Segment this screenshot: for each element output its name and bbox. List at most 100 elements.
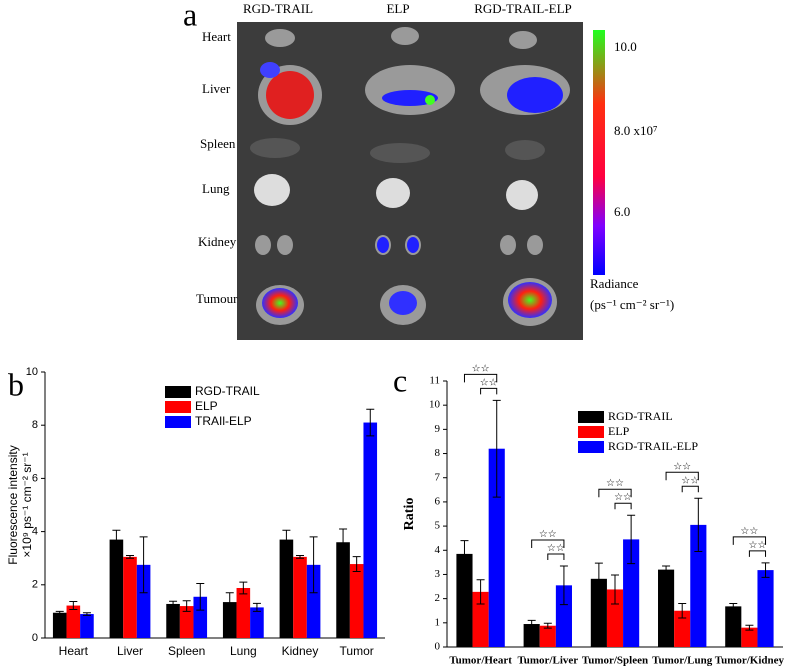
- bar: [109, 539, 124, 638]
- x-tick-label: Tumor/Spleen: [582, 655, 648, 667]
- bar: [306, 564, 321, 638]
- legend-swatch: [578, 411, 604, 423]
- bar: [456, 553, 473, 647]
- bar: [66, 605, 81, 638]
- legend-label: RGD-TRAIL-ELP: [608, 439, 698, 453]
- significance-label: ☆☆: [740, 526, 758, 537]
- row-label: Kidney: [198, 234, 237, 249]
- legend-swatch: [578, 426, 604, 438]
- error-bar: [492, 399, 501, 498]
- column-label: ELP: [386, 1, 409, 16]
- error-bar: [678, 602, 687, 619]
- error-bar: [352, 556, 361, 572]
- error-bar: [527, 619, 536, 629]
- significance-bracket: [531, 539, 565, 548]
- bar: [523, 624, 540, 647]
- x-tick-label: Tumor/Liver: [517, 655, 578, 667]
- bar: [363, 422, 378, 638]
- legend-label: ELP: [195, 399, 218, 413]
- bar: [674, 610, 691, 647]
- legend-swatch: [578, 441, 604, 453]
- colorbar-tick: 6.0: [614, 204, 630, 219]
- error-bar: [196, 582, 205, 611]
- error-bar: [182, 600, 191, 612]
- signal: [260, 62, 563, 318]
- bar: [236, 587, 251, 638]
- y-tick-label: 0: [32, 632, 38, 644]
- error-bar: [282, 529, 291, 550]
- significance-bracket: [732, 536, 767, 545]
- panel-letter: a: [183, 0, 197, 32]
- row-label: Lung: [202, 181, 230, 196]
- bar: [741, 627, 758, 647]
- x-tick-label: Kidney: [282, 644, 319, 658]
- error-bar: [139, 536, 148, 594]
- bar: [725, 606, 742, 647]
- panel-a: a RGD-TRAIL ELP RGD-TRAIL-ELP Heart Live…: [183, 0, 674, 340]
- y-tick-label: 6: [32, 472, 38, 484]
- bar: [488, 448, 505, 647]
- error-bar: [761, 562, 770, 578]
- significance-label: ☆☆: [681, 475, 699, 486]
- bar: [349, 564, 364, 638]
- x-tick-label: Tumor/Kidney: [715, 655, 785, 667]
- y-tick-label: 8: [435, 447, 441, 459]
- significance-label: ☆☆: [480, 377, 498, 388]
- y-tick-label: 10: [429, 399, 441, 411]
- significance-label: ☆☆: [614, 492, 632, 503]
- error-bar: [460, 540, 469, 568]
- error-bar: [126, 555, 134, 559]
- significance-label: ☆☆: [673, 461, 691, 472]
- legend-label: ELP: [608, 424, 630, 438]
- chart: b Fluorescence intensity ×10⁹ ps⁻¹ cm⁻² sr…: [6, 366, 385, 658]
- colorbar: [593, 30, 605, 275]
- legend-label: RGD-TRAIL: [195, 384, 260, 398]
- significance-bracket: [681, 485, 699, 493]
- chart: c Ratio 0 1 2 3 4 5 6 7 8 9 10 11 Tumor/Heart ☆☆ ☆☆ Tumor…: [393, 362, 785, 666]
- error-bar: [662, 565, 671, 574]
- x-tick-label: Liver: [117, 644, 143, 658]
- y-tick-label: 4: [32, 526, 38, 538]
- legend-swatch: [165, 416, 191, 428]
- bar: [623, 539, 640, 647]
- bar: [166, 603, 180, 638]
- significance-label: ☆☆: [539, 529, 557, 540]
- bar: [555, 585, 572, 647]
- bar: [179, 606, 194, 638]
- row-label: Liver: [202, 81, 231, 96]
- y-axis-label: Ratio: [402, 498, 417, 531]
- significance-bracket: [598, 488, 632, 498]
- x-tick-label: Spleen: [168, 644, 205, 658]
- error-bar: [225, 592, 234, 612]
- significance-bracket: [665, 471, 699, 481]
- column-label: RGD-TRAIL: [243, 1, 313, 16]
- y-tick-label: 7: [435, 471, 441, 483]
- colorbar-title: Radiance: [590, 276, 639, 291]
- error-bar: [366, 408, 375, 437]
- error-bar: [252, 602, 261, 612]
- significance-bracket: [614, 502, 632, 510]
- error-bar: [476, 579, 485, 605]
- colorbar-tick: 10.0: [614, 39, 637, 54]
- error-bar: [729, 602, 738, 610]
- legend-label: TRAIl-ELP: [195, 414, 252, 428]
- bar: [336, 542, 350, 638]
- y-tick-label: 2: [435, 592, 441, 604]
- significance-label: ☆☆: [472, 363, 490, 374]
- y-tick-label: 2: [32, 579, 38, 591]
- bar: [80, 614, 94, 638]
- row-label: Heart: [202, 29, 231, 44]
- colorbar-units: (ps⁻¹ cm⁻² sr⁻¹): [590, 297, 674, 312]
- row-label: Spleen: [200, 136, 236, 151]
- column-label: RGD-TRAIL-ELP: [474, 1, 572, 16]
- y-axis-label: ×10⁹ ps⁻¹ cm⁻² sr⁻¹: [20, 452, 34, 557]
- significance-label: ☆☆: [606, 478, 624, 489]
- bar: [250, 607, 264, 638]
- error-bar: [694, 497, 703, 552]
- bar: [193, 596, 208, 638]
- bar: [293, 556, 307, 638]
- significance-label: ☆☆: [748, 540, 766, 551]
- error-bar: [594, 562, 603, 596]
- y-tick-label: 3: [435, 568, 441, 580]
